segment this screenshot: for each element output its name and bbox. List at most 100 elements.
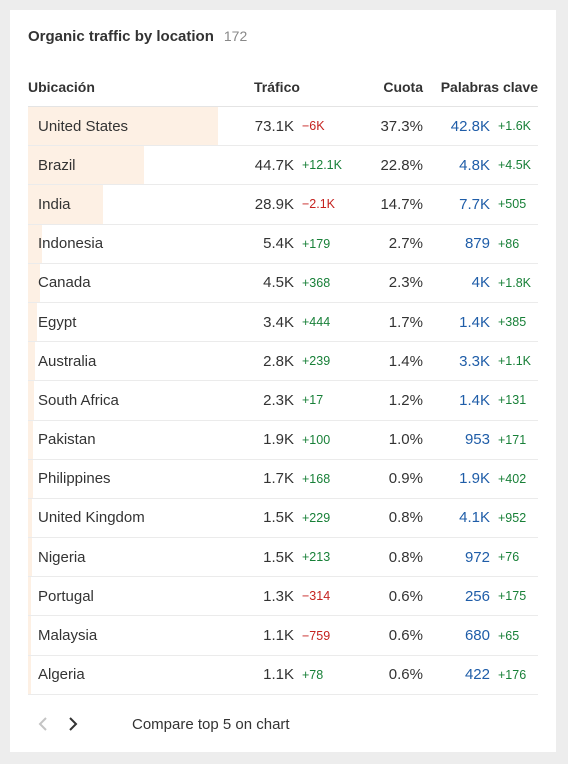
- traffic-change: +78: [302, 667, 324, 682]
- keywords-cell: 1.4K +385: [423, 314, 538, 331]
- location-link[interactable]: Portugal: [38, 587, 94, 605]
- location-link[interactable]: Brazil: [38, 156, 76, 174]
- keywords-value[interactable]: 256: [464, 587, 490, 605]
- share-value: 1.4%: [388, 352, 423, 370]
- keywords-value[interactable]: 4K: [471, 274, 490, 292]
- location-link[interactable]: United Kingdom: [38, 509, 145, 527]
- keywords-value[interactable]: 4.8K: [459, 156, 490, 174]
- location-link[interactable]: Pakistan: [38, 431, 96, 449]
- share-value: 1.2%: [388, 391, 423, 409]
- share-value: 0.6%: [388, 666, 423, 684]
- column-header-traffic[interactable]: Tráfico: [254, 78, 300, 95]
- table-body: United States 73.1K −6K 37.3% 42.8K +1.6K Braz…: [28, 107, 538, 695]
- card-title: Organic traffic by location: [28, 28, 214, 45]
- traffic-cell: 44.7K +12.1K: [238, 157, 363, 174]
- share-value: 14.7%: [380, 195, 423, 213]
- share-value: 1.0%: [388, 431, 423, 449]
- traffic-change: +239: [302, 354, 331, 369]
- location-link[interactable]: Philippines: [38, 470, 111, 488]
- location-link[interactable]: Algeria: [38, 666, 85, 684]
- keywords-value[interactable]: 1.4K: [459, 313, 490, 331]
- keywords-cell: 972 +76: [423, 549, 538, 566]
- keywords-change: +175: [498, 589, 527, 604]
- keywords-value[interactable]: 953: [464, 431, 490, 449]
- share-bar: [28, 381, 35, 420]
- column-header-share[interactable]: Cuota: [383, 78, 423, 95]
- location-link[interactable]: India: [38, 195, 71, 213]
- keywords-cell: 4.1K +952: [423, 509, 538, 526]
- keywords-value[interactable]: 972: [464, 548, 490, 566]
- keywords-value[interactable]: 1.9K: [459, 470, 490, 488]
- keywords-value[interactable]: 1.4K: [459, 391, 490, 409]
- share-value: 0.6%: [388, 587, 423, 605]
- share-value: 2.7%: [388, 235, 423, 253]
- chevron-left-icon: [38, 717, 47, 731]
- compare-top-5-link[interactable]: Compare top 5 on chart: [132, 715, 290, 733]
- traffic-change: −314: [302, 589, 331, 604]
- location-link[interactable]: Egypt: [38, 313, 77, 331]
- traffic-change: −6K: [302, 119, 325, 134]
- keywords-change: +505: [498, 197, 527, 212]
- column-header-keywords[interactable]: Palabras clave: [440, 78, 538, 95]
- location-link[interactable]: United States: [38, 117, 129, 135]
- share-bar: [28, 538, 33, 577]
- column-header-location[interactable]: Ubicación: [28, 78, 95, 95]
- share-value: 0.9%: [388, 470, 423, 488]
- share-value: 0.8%: [388, 548, 423, 566]
- traffic-change: +179: [302, 236, 331, 251]
- keywords-cell: 680 +65: [423, 627, 538, 644]
- share-bar: [28, 616, 32, 655]
- keywords-value[interactable]: 4.1K: [459, 509, 490, 527]
- location-link[interactable]: South Africa: [38, 391, 119, 409]
- traffic-cell: 5.4K +179: [238, 235, 363, 252]
- share-bar: [28, 342, 36, 381]
- traffic-value: 5.4K: [263, 235, 294, 253]
- traffic-cell: 1.1K +78: [238, 666, 363, 683]
- traffic-value: 73.1K: [254, 117, 294, 135]
- keywords-cell: 879 +86: [423, 235, 538, 252]
- table-row: United States 73.1K −6K 37.3% 42.8K +1.6K: [28, 107, 538, 147]
- table-row: Brazil 44.7K +12.1K 22.8% 4.8K +4.5K: [28, 146, 538, 186]
- keywords-value[interactable]: 3.3K: [459, 352, 490, 370]
- keywords-value[interactable]: 680: [464, 627, 490, 645]
- traffic-value: 4.5K: [263, 274, 294, 292]
- location-link[interactable]: Nigeria: [38, 548, 86, 566]
- keywords-change: +952: [498, 510, 527, 525]
- traffic-change: +368: [302, 275, 331, 290]
- table-row: Portugal 1.3K −314 0.6% 256 +175: [28, 577, 538, 617]
- keywords-cell: 1.9K +402: [423, 470, 538, 487]
- share-value: 0.8%: [388, 509, 423, 527]
- location-link[interactable]: Indonesia: [38, 235, 104, 253]
- keywords-value[interactable]: 42.8K: [450, 117, 490, 135]
- keywords-change: +86: [498, 236, 520, 251]
- keywords-value[interactable]: 422: [464, 666, 490, 684]
- next-page-button[interactable]: [58, 710, 88, 738]
- share-bar: [28, 420, 34, 459]
- location-link[interactable]: Canada: [38, 274, 91, 292]
- keywords-change: +65: [498, 628, 520, 643]
- share-bar: [28, 146, 145, 185]
- keywords-change: +1.8K: [498, 275, 532, 290]
- traffic-cell: 2.3K +17: [238, 392, 363, 409]
- keywords-change: +171: [498, 432, 527, 447]
- traffic-value: 1.1K: [263, 666, 294, 684]
- chevron-right-icon: [69, 717, 78, 731]
- traffic-cell: 1.9K +100: [238, 431, 363, 448]
- share-bar: [28, 107, 218, 146]
- traffic-cell: 1.7K +168: [238, 470, 363, 487]
- table-row: United Kingdom 1.5K +229 0.8% 4.1K +952: [28, 498, 538, 539]
- location-link[interactable]: Australia: [38, 352, 97, 370]
- table-row: Canada 4.5K +368 2.3% 4K +1.8K: [28, 263, 538, 303]
- share-bar: [28, 224, 42, 263]
- traffic-value: 28.9K: [254, 195, 294, 213]
- table-row: Algeria 1.1K +78 0.6% 422 +176: [28, 655, 538, 695]
- keywords-cell: 42.8K +1.6K: [423, 118, 538, 135]
- keywords-value[interactable]: 879: [464, 235, 490, 253]
- location-link[interactable]: Malaysia: [38, 627, 98, 645]
- traffic-value: 2.8K: [263, 352, 294, 370]
- previous-page-button[interactable]: [28, 710, 58, 738]
- traffic-cell: 28.9K −2.1K: [238, 196, 363, 213]
- keywords-cell: 256 +175: [423, 588, 538, 605]
- share-bar: [28, 655, 32, 694]
- keywords-value[interactable]: 7.7K: [459, 195, 490, 213]
